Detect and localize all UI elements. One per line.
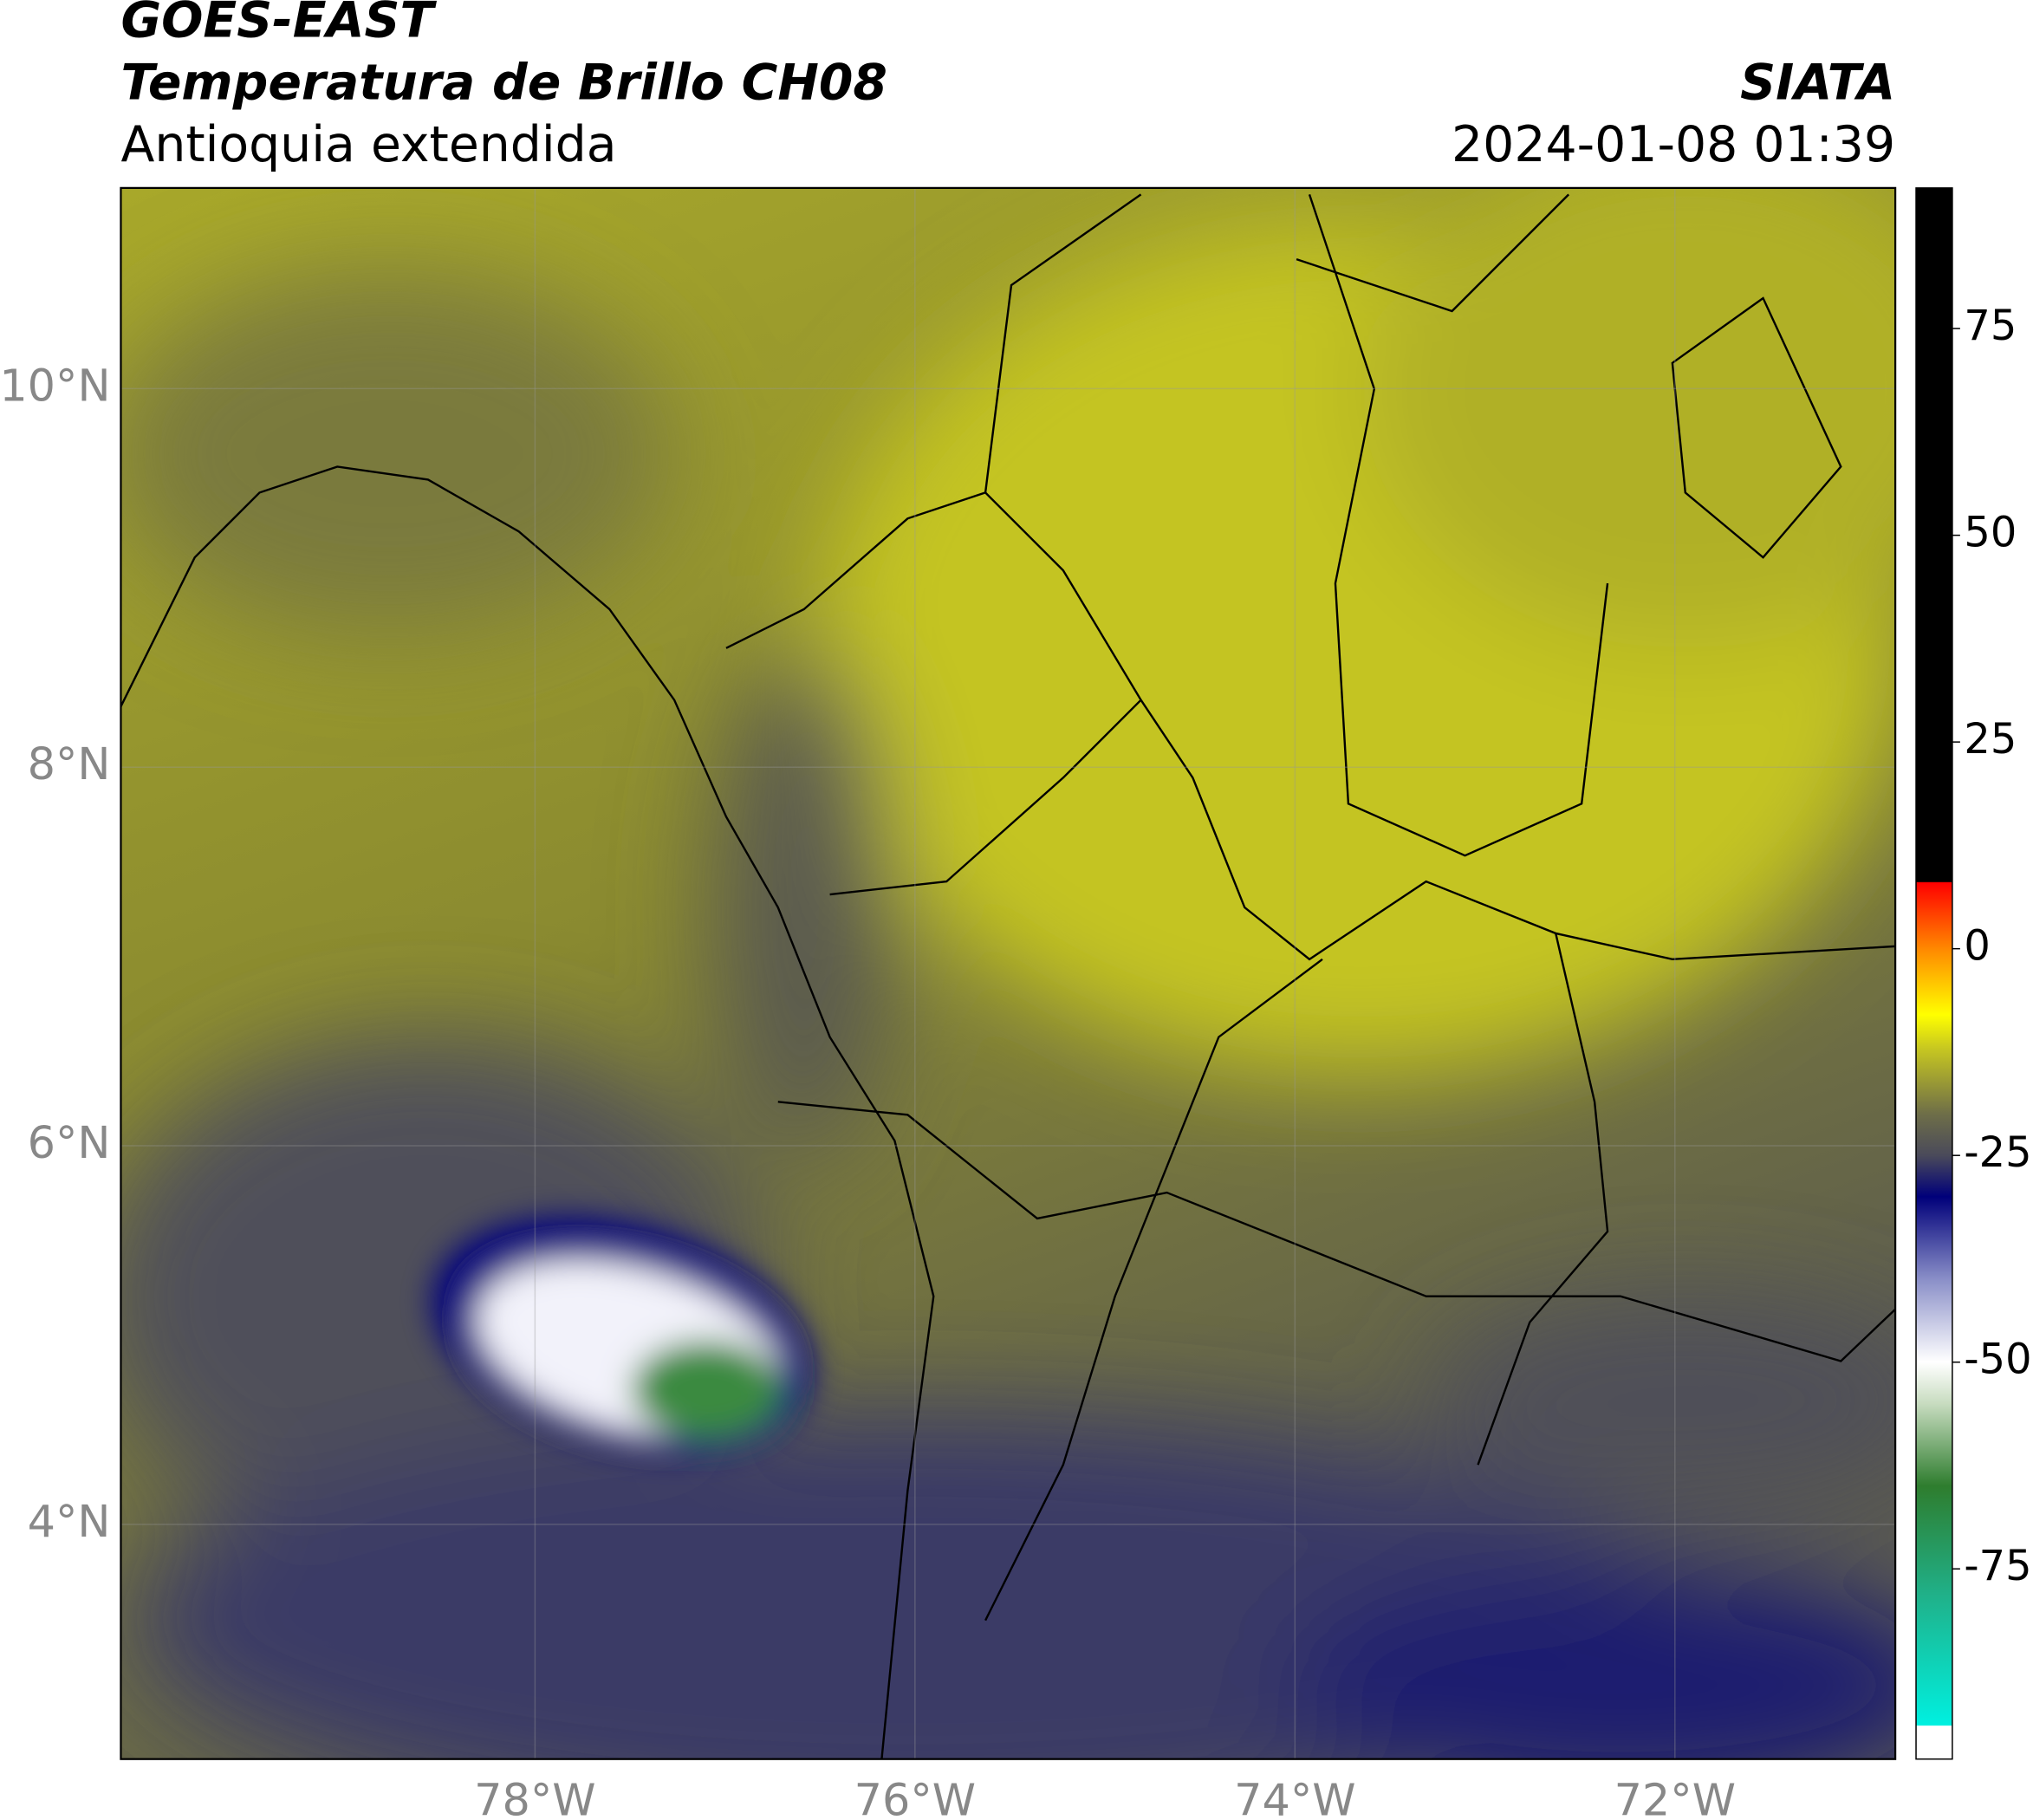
y-tick-label: 6°N: [28, 1117, 111, 1168]
subtitle: Temperatura de Brillo CH08: [120, 54, 887, 111]
y-tick-label: 10°N: [0, 360, 110, 411]
region: Antioquia extendida: [120, 116, 616, 173]
colorbar-tick-label: 50: [1964, 510, 2017, 557]
colorbar-tick-label: -50: [1964, 1336, 2031, 1384]
y-tick-label: 8°N: [28, 738, 111, 790]
colorbar-tick-label: -75: [1964, 1543, 2031, 1590]
map-frame: [120, 186, 1897, 1760]
colorbar-tick-label: -25: [1964, 1129, 2031, 1177]
x-tick-label: 74°W: [1234, 1775, 1355, 1820]
colorbar-tick-label: 0: [1964, 923, 1990, 971]
colorbar: [1915, 187, 1953, 1760]
title: GOES-EAST: [120, 0, 437, 49]
y-tick-label: 4°N: [28, 1496, 111, 1547]
x-tick-label: 72°W: [1614, 1775, 1736, 1820]
source: SIATA: [1740, 54, 1895, 111]
x-tick-label: 78°W: [474, 1775, 595, 1820]
colorbar-tick-label: 75: [1964, 302, 2017, 350]
x-tick-label: 76°W: [854, 1775, 976, 1820]
datetime: 2024-01-08 01:39: [1452, 116, 1895, 173]
colorbar-tick-label: 25: [1964, 716, 2017, 764]
satellite-image: [120, 187, 1896, 1759]
